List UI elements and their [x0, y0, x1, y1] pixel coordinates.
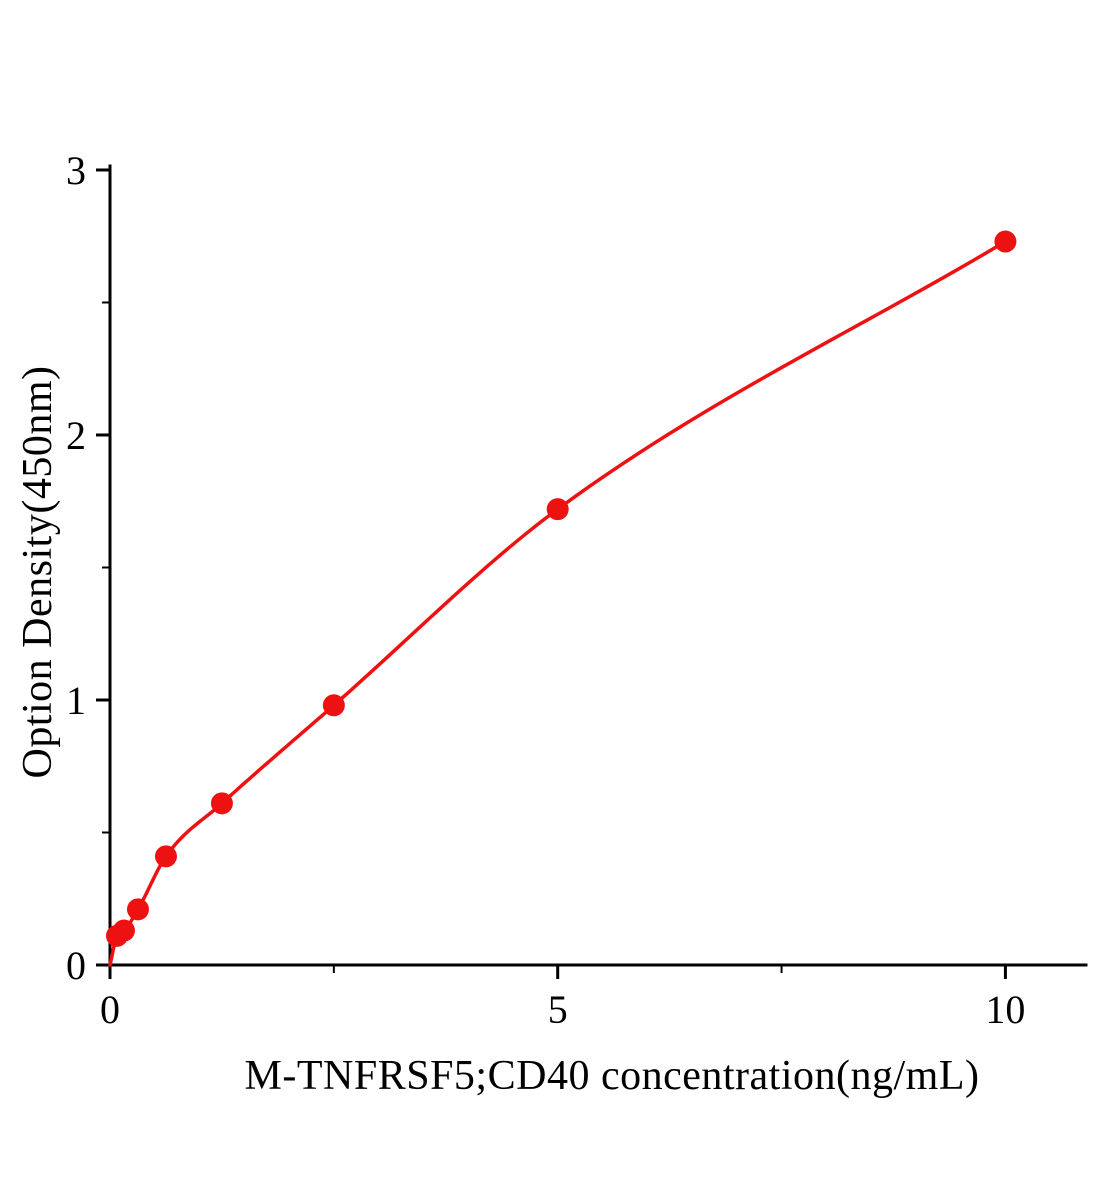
y-tick-label: 3: [66, 148, 86, 193]
y-tick-label: 1: [66, 678, 86, 723]
y-tick-label: 0: [66, 943, 86, 988]
y-axis-label: Option Density(450nm): [15, 365, 61, 779]
data-point: [126, 898, 149, 921]
x-tick-label: 10: [985, 987, 1025, 1032]
y-tick-label: 2: [66, 413, 86, 458]
data-point: [112, 919, 135, 942]
fit-curve: [108, 239, 1008, 967]
data-point: [322, 694, 345, 717]
data-point: [994, 230, 1017, 253]
x-tick-label: 0: [100, 987, 120, 1032]
data-point: [210, 792, 233, 815]
x-axis-label: M-TNFRSF5;CD40 concentration(ng/mL): [244, 1053, 980, 1099]
data-point: [546, 498, 569, 521]
data-point: [154, 845, 177, 868]
x-tick-label: 5: [548, 987, 568, 1032]
